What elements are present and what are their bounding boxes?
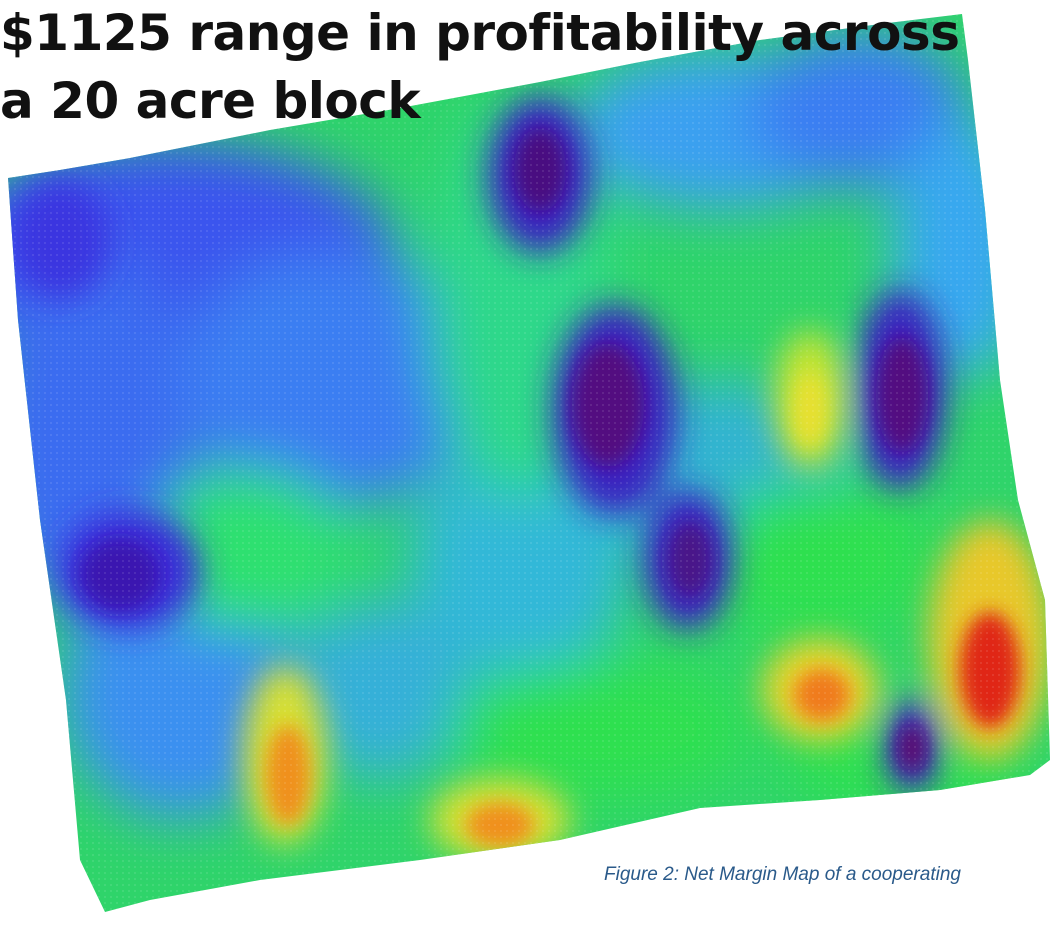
headline-line-1: $1125 range in profitability across bbox=[0, 4, 960, 62]
headline-line-2: a 20 acre block bbox=[0, 72, 421, 130]
figure-caption: Figure 2: Net Margin Map of a cooperatin… bbox=[604, 864, 961, 885]
